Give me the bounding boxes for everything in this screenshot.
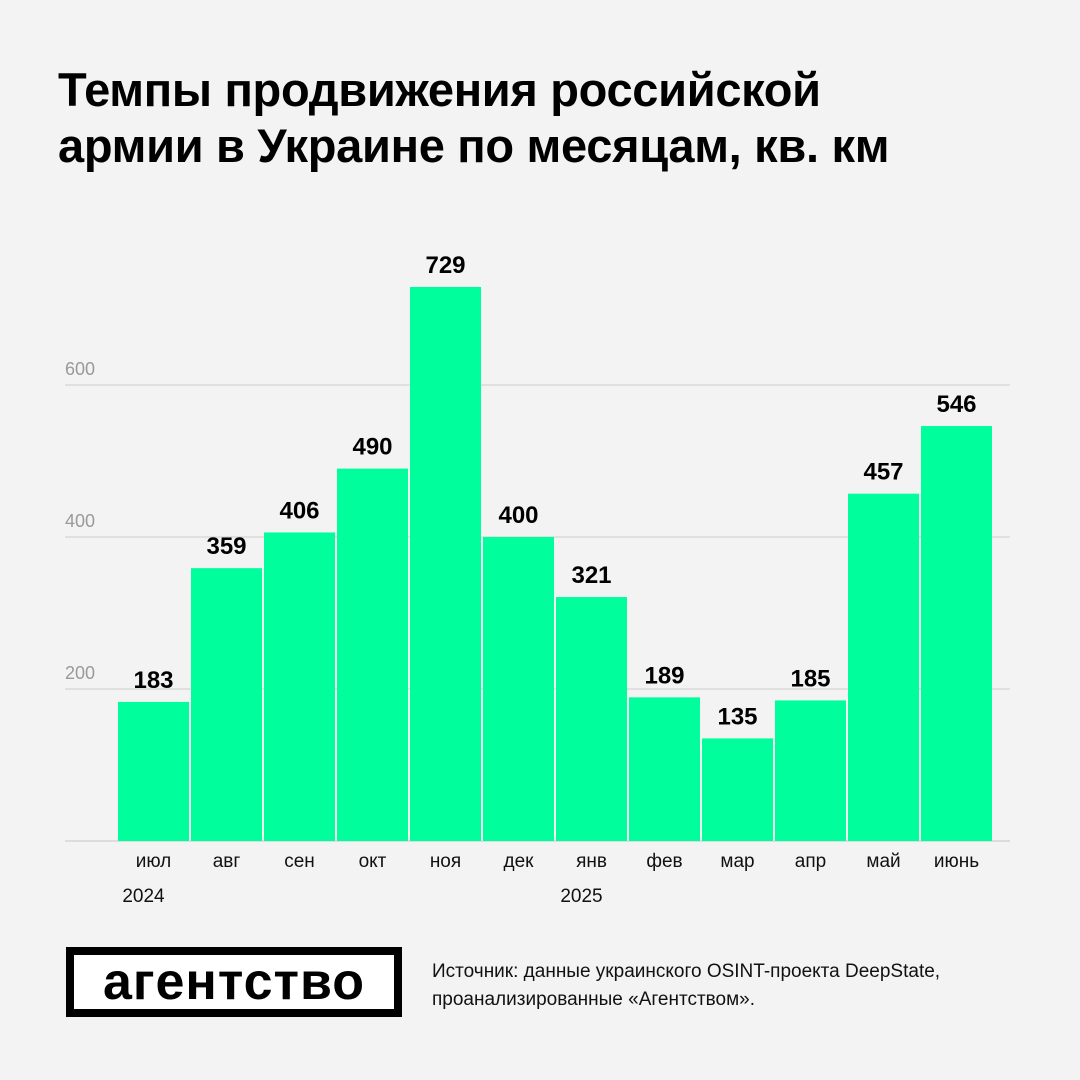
x-tick-label: ноя bbox=[430, 851, 461, 872]
bar-сен bbox=[264, 532, 335, 841]
bar-май bbox=[848, 493, 919, 841]
x-tick-label: май bbox=[866, 851, 900, 872]
data-label: 189 bbox=[644, 662, 684, 689]
data-label: 359 bbox=[206, 533, 246, 560]
data-label: 135 bbox=[717, 703, 757, 730]
bar-авг bbox=[191, 568, 262, 841]
x-tick-label: фев bbox=[646, 851, 682, 872]
x-tick-label: окт bbox=[359, 851, 387, 872]
x-tick-label: мар bbox=[720, 851, 754, 872]
x-tick-label: июл bbox=[136, 851, 172, 872]
data-label: 406 bbox=[279, 497, 319, 524]
agentstvo-logo: агентство bbox=[66, 947, 402, 1017]
y-tick-label: 600 bbox=[65, 359, 95, 379]
x-tick-label: июнь bbox=[934, 851, 979, 872]
year-label: 2024 bbox=[122, 886, 165, 907]
data-label: 185 bbox=[790, 665, 830, 692]
source-line-1: Источник: данные украинского OSINT-проек… bbox=[432, 961, 941, 982]
bar-янв bbox=[556, 597, 627, 841]
bar-июнь bbox=[921, 426, 992, 841]
data-label: 400 bbox=[498, 502, 538, 529]
data-label: 546 bbox=[936, 391, 976, 418]
bar-дек bbox=[483, 537, 554, 841]
bar-ноя bbox=[410, 286, 481, 842]
title-line-2: армии в Украине по месяцам, кв. км bbox=[58, 119, 890, 172]
bar-фев bbox=[629, 697, 700, 841]
data-label: 457 bbox=[863, 459, 903, 486]
bar-июл bbox=[118, 701, 189, 841]
source-line-2: проанализированные «Агентством». bbox=[432, 989, 755, 1010]
bar-апр bbox=[775, 700, 846, 841]
x-tick-label: янв bbox=[576, 851, 607, 872]
x-tick-label: сен bbox=[284, 851, 315, 872]
x-tick-label: дек bbox=[504, 851, 535, 872]
y-tick-label: 200 bbox=[65, 663, 95, 683]
data-label: 490 bbox=[352, 434, 392, 461]
title-line-1: Темпы продвижения российской bbox=[58, 63, 821, 116]
logo-text: агентство bbox=[102, 953, 366, 1011]
source-note: Источник: данные украинского OSINT-проек… bbox=[432, 958, 940, 1014]
bar-окт bbox=[337, 468, 408, 841]
x-tick-label: авг bbox=[213, 851, 241, 872]
chart-title: Темпы продвижения российской армии в Укр… bbox=[58, 62, 890, 174]
data-label: 729 bbox=[425, 252, 465, 279]
bar-мар bbox=[702, 738, 773, 841]
data-label: 183 bbox=[133, 667, 173, 694]
x-tick-label: апр bbox=[795, 851, 826, 872]
data-label: 321 bbox=[571, 562, 611, 589]
y-tick-label: 400 bbox=[65, 511, 95, 531]
year-label: 2025 bbox=[560, 886, 602, 907]
